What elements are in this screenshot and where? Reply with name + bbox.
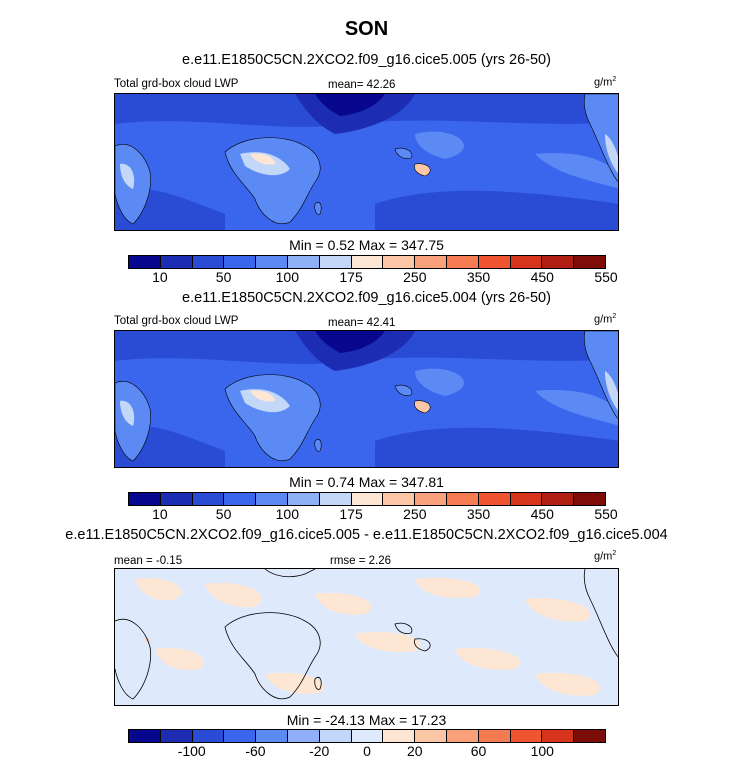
colorbar-swatch xyxy=(415,256,447,268)
colorbar-swatch xyxy=(415,493,447,505)
colorbar-swatch xyxy=(319,493,352,505)
panel3-minmax: Min = -24.13 Max = 17.23 xyxy=(286,712,447,728)
panel3-mean-label: mean = -0.15 xyxy=(114,555,183,567)
case-diff-title: e.e11.E1850C5CN.2XCO2.f09_g16.cice5.005 … xyxy=(65,527,668,543)
colorbar-swatch xyxy=(383,730,416,742)
colorbar-tick-label: 0 xyxy=(363,743,371,759)
panel2-left-label: Total grd-box cloud LWP xyxy=(114,315,239,327)
colorbar-swatch xyxy=(256,730,288,742)
colorbar-tick-label: 175 xyxy=(339,506,363,522)
colorbar-swatch xyxy=(160,256,193,268)
colorbar-swatch xyxy=(446,730,479,742)
colorbar-swatch xyxy=(256,493,288,505)
colorbar-swatch xyxy=(542,730,575,742)
panel2-minmax: Min = 0.74 Max = 347.81 xyxy=(289,474,444,490)
panel2-map xyxy=(114,330,619,468)
panel2-colorbar-ticks: 10 50 100 175 250 350 450 550 xyxy=(128,506,618,522)
colorbar-tick-label: 550 xyxy=(594,506,618,522)
colorbar-swatch xyxy=(478,730,511,742)
colorbar-tick-label: 350 xyxy=(466,506,491,522)
colorbar-tick-label: 100 xyxy=(275,506,299,522)
colorbar-swatch xyxy=(192,493,225,505)
colorbar-swatch xyxy=(319,730,352,742)
colorbar-tick-label: 350 xyxy=(466,269,491,285)
colorbar-tick-label: 50 xyxy=(215,269,232,285)
colorbar-swatch xyxy=(383,256,416,268)
colorbar-swatch xyxy=(192,730,225,742)
panel2-units: g/m2 xyxy=(594,313,617,326)
colorbar-swatch xyxy=(192,256,225,268)
colorbar-swatch xyxy=(542,256,575,268)
colorbar-tick-label: -20 xyxy=(309,743,330,759)
panel1-colorbar-ticks: 10 50 100 175 250 350 450 550 xyxy=(128,269,618,285)
panel3-units: g/m2 xyxy=(594,550,617,563)
season-title: SON xyxy=(344,18,389,40)
colorbar-swatch xyxy=(446,256,479,268)
colorbar-swatch xyxy=(510,730,543,742)
colorbar-tick-label: 100 xyxy=(530,743,554,759)
panel3-map xyxy=(114,568,619,706)
colorbar-tick-label: -100 xyxy=(177,743,206,759)
colorbar-swatch xyxy=(542,493,575,505)
colorbar-swatch xyxy=(446,493,479,505)
colorbar-tick-label: 10 xyxy=(152,506,168,522)
colorbar-swatch xyxy=(129,493,161,505)
colorbar-swatch xyxy=(478,256,511,268)
colorbar-swatch xyxy=(224,256,257,268)
colorbar-tick-label: 60 xyxy=(470,743,487,759)
panel2-colorbar xyxy=(128,492,606,506)
colorbar-swatch xyxy=(160,730,193,742)
panel3-rmse-label: rmse = 2.26 xyxy=(330,555,392,567)
colorbar-swatch xyxy=(351,493,384,505)
colorbar-tick-label: 175 xyxy=(339,269,363,285)
panel1-left-label: Total grd-box cloud LWP xyxy=(114,78,239,90)
panel3-colorbar-ticks: -100 -60 -20 0 20 60 100 xyxy=(128,743,606,759)
colorbar-swatch xyxy=(383,493,416,505)
case1-title: e.e11.E1850C5CN.2XCO2.f09_g16.cice5.005 … xyxy=(182,52,551,68)
colorbar-swatch xyxy=(574,256,605,268)
colorbar-swatch xyxy=(510,493,543,505)
colorbar-swatch xyxy=(510,256,543,268)
colorbar-tick-label: 450 xyxy=(530,506,554,522)
colorbar-swatch xyxy=(256,256,288,268)
colorbar-tick-label: 20 xyxy=(407,743,423,759)
colorbar-swatch xyxy=(574,493,605,505)
case2-title: e.e11.E1850C5CN.2XCO2.f09_g16.cice5.004 … xyxy=(182,290,551,306)
colorbar-swatch xyxy=(351,730,384,742)
panel3-colorbar xyxy=(128,729,606,743)
colorbar-swatch xyxy=(574,730,605,742)
colorbar-tick-label: 50 xyxy=(215,506,232,522)
colorbar-tick-label: 250 xyxy=(403,269,427,285)
colorbar-swatch xyxy=(415,730,447,742)
colorbar-swatch xyxy=(129,730,161,742)
colorbar-tick-label: -60 xyxy=(245,743,266,759)
panel2-mean-label: mean= 42.41 xyxy=(328,317,396,329)
colorbar-tick-label: 10 xyxy=(152,269,168,285)
colorbar-swatch xyxy=(160,493,193,505)
colorbar-swatch xyxy=(224,730,257,742)
panel1-map xyxy=(114,93,619,231)
colorbar-tick-label: 550 xyxy=(594,269,618,285)
panel1-mean-label: mean= 42.26 xyxy=(328,79,396,91)
colorbar-swatch xyxy=(287,493,320,505)
colorbar-swatch xyxy=(319,256,352,268)
panel1-units: g/m2 xyxy=(594,76,617,89)
colorbar-swatch xyxy=(129,256,161,268)
colorbar-swatch xyxy=(478,493,511,505)
colorbar-tick-label: 100 xyxy=(275,269,299,285)
panel1-minmax: Min = 0.52 Max = 347.75 xyxy=(289,237,444,253)
panel1-colorbar xyxy=(128,255,606,269)
colorbar-swatch xyxy=(287,730,320,742)
colorbar-swatch xyxy=(287,256,320,268)
colorbar-swatch xyxy=(351,256,384,268)
colorbar-tick-label: 250 xyxy=(403,506,427,522)
colorbar-tick-label: 450 xyxy=(530,269,554,285)
colorbar-swatch xyxy=(224,493,257,505)
